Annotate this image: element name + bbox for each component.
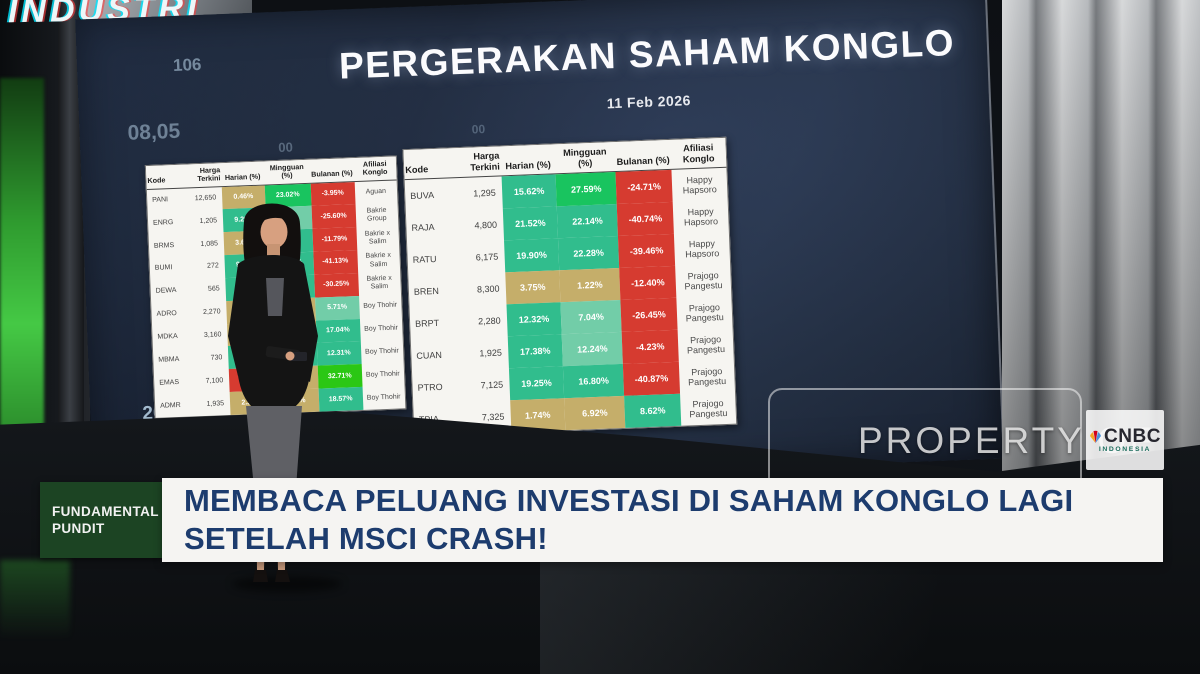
table-cell: Afiliasi Konglo — [362, 158, 388, 178]
table-cell: Mingguan (%) — [562, 146, 607, 169]
green-led-strip — [0, 78, 44, 488]
table-cell: BRMS — [153, 241, 175, 250]
table-cell: ADMR — [159, 401, 181, 410]
pct-cell: -40.87% — [622, 361, 681, 396]
table-cell: Happy Hapsoro — [682, 174, 718, 196]
headline-line2: SETELAH MSCI CRASH! — [184, 521, 548, 556]
table-cell: Harga Terkini — [197, 165, 221, 184]
pct-cell: 22.28% — [558, 236, 620, 271]
pct-cell: 27.59% — [555, 172, 617, 207]
pct-cell: 19.90% — [503, 238, 560, 273]
pct-cell: -40.74% — [616, 202, 675, 237]
pct-cell: 3.75% — [504, 270, 561, 305]
pct-cell: -12.40% — [619, 265, 677, 301]
table-cell: 7,125 — [480, 379, 504, 391]
ticker-number: 00 — [471, 122, 486, 137]
table-cell: Boy Thohir — [365, 370, 400, 379]
cnbc-logo-text: CNBC — [1089, 427, 1161, 446]
pct-cell: 15.62% — [501, 174, 558, 209]
table-cell: Bakrie x Salim — [364, 229, 391, 246]
table-cell: PTRO — [417, 381, 443, 393]
table-cell: ADRO — [156, 310, 177, 318]
pct-cell: 16.80% — [563, 363, 624, 399]
table-cell: Harian (%) — [224, 171, 261, 183]
table-cell: Boy Thohir — [366, 393, 401, 402]
screen-title: PERGERAKAN SAHAM KONGLO — [338, 21, 956, 87]
pct-cell: 21.52% — [502, 206, 559, 241]
table-cell: Prajogo Pangestu — [685, 301, 724, 324]
table-cell: PANI — [152, 196, 169, 204]
pct-cell: -24.71% — [615, 170, 673, 205]
table-cell: Kode — [147, 175, 166, 186]
pct-cell: 19.25% — [508, 366, 565, 401]
stock-table-right: Kode Harga Terkini Harian (%) Mingguan (%) B… — [402, 136, 738, 438]
table-cell: Bakrie Group — [366, 206, 387, 223]
pct-cell: 22.14% — [557, 204, 618, 239]
cnbc-logo-subtext: INDONESIA — [1098, 445, 1152, 453]
pct-cell: 1.22% — [559, 268, 621, 303]
pct-cell: 7.04% — [560, 300, 622, 335]
table-cell: DEWA — [155, 287, 177, 296]
program-label-box: FUNDAMENTAL PUNDIT — [40, 482, 162, 558]
screen-date: 11 Feb 2026 — [606, 92, 692, 112]
table-cell: EMAS — [159, 378, 180, 387]
pct-cell: -4.23% — [621, 329, 680, 364]
table-cell: 1,295 — [473, 187, 496, 199]
pct-cell: 12.24% — [562, 332, 623, 367]
pct-cell: 6.92% — [564, 395, 626, 431]
table-cell: Prajogo Pangestu — [689, 397, 728, 420]
table-cell: ENRG — [152, 218, 174, 227]
table-cell: Happy Hapsoro — [683, 206, 719, 228]
pct-cell: 17.38% — [507, 334, 564, 369]
table-cell: Boy Thohir — [364, 347, 399, 356]
table-cell: Prajogo Pangestu — [684, 269, 723, 292]
table-cell: BRPT — [414, 317, 440, 329]
table-cell: Harga Terkini — [470, 150, 500, 173]
table-cell: Bulanan (%) — [311, 168, 353, 180]
table-cell: 1,925 — [479, 347, 503, 359]
table-cell: Bakrie x Salim — [365, 252, 392, 269]
table-cell: Harian (%) — [505, 159, 551, 171]
table-cell: RATU — [412, 253, 437, 265]
program-label-line2: PUNDIT — [52, 521, 105, 536]
table-cell: 2,280 — [477, 315, 501, 327]
pct-cell: -26.45% — [620, 297, 678, 333]
headline-banner: MEMBACA PELUANG INVESTASI DI SAHAM KONGL… — [162, 478, 1163, 562]
table-cell: Kode — [405, 163, 429, 175]
table-cell: 8,300 — [476, 283, 500, 295]
pct-cell: 8.62% — [623, 393, 682, 428]
table-cell: BREN — [413, 285, 440, 297]
table-cell: MBMA — [158, 355, 180, 364]
floor-reflection — [540, 560, 1100, 674]
table-cell: Boy Thohir — [363, 301, 398, 311]
table-cell: Bulanan (%) — [616, 154, 670, 167]
pct-cell: -39.46% — [617, 233, 676, 269]
headline-line1: MEMBACA PELUANG INVESTASI DI SAHAM KONGL… — [184, 483, 1074, 518]
green-floor-glow — [0, 560, 70, 640]
ticker-number: 00 — [278, 139, 294, 155]
table-cell: Bakrie x Salim — [366, 275, 392, 291]
table-cell: BUVA — [410, 190, 435, 201]
table-cell: Prajogo Pangestu — [686, 333, 726, 356]
cnbc-indonesia-logo: CNBC INDONESIA — [1086, 410, 1164, 470]
table-cell: Aguan — [365, 187, 387, 196]
table-cell: Boy Thohir — [364, 324, 399, 333]
table-cell: Mingguan (%) — [269, 162, 304, 181]
program-label-line1: FUNDAMENTAL — [52, 504, 159, 519]
ticker-number: 08,05 — [127, 119, 181, 145]
table-cell: Afiliasi Konglo — [682, 142, 715, 165]
table-cell: MDKA — [157, 332, 178, 341]
table-cell: CUAN — [416, 349, 443, 361]
pct-cell: 12.32% — [506, 302, 563, 337]
peacock-icon — [1090, 430, 1102, 443]
ticker-number: 106 — [172, 54, 202, 75]
table-cell: Happy Hapsoro — [685, 238, 720, 260]
table-cell: RAJA — [411, 221, 435, 233]
table-cell: BUMI — [154, 264, 173, 273]
table-cell: 6,175 — [475, 251, 499, 263]
table-cell: Prajogo Pangestu — [688, 365, 727, 388]
table-cell: 4,800 — [474, 219, 498, 231]
